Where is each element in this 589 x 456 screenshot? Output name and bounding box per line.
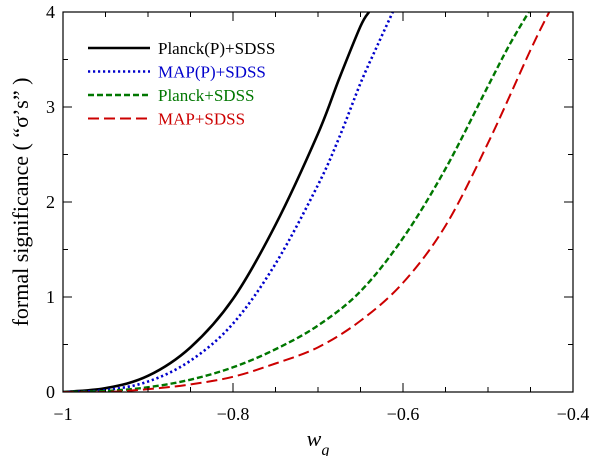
y-tick-label: 0 [46,382,55,402]
plot-frame [62,11,574,393]
y-tick-label: 1 [46,287,55,307]
x-axis-title-subscript: g [321,442,329,456]
series-layer [63,12,551,392]
x-axis-title: wg [307,426,330,456]
y-tick-label: 4 [46,2,55,22]
ticks-layer: −1 −0.8 −0.6 −0.4 0 1 2 3 4 [46,2,589,424]
x-axis-title-main: w [307,426,322,451]
legend: Planck(P)+SDSS MAP(P)+SDSS Planck+SDSS MAP+… [88,39,275,129]
y-axis-title: formal significance ( “σ’s” ) [8,78,33,327]
legend-label-2: MAP(P)+SDSS [158,63,266,82]
x-tick-label: −1 [53,404,72,424]
series-line-1 [63,12,371,392]
series-line-2 [63,12,394,392]
y-tick-label: 2 [46,192,55,212]
x-tick-label: −0.4 [557,404,589,424]
legend-label-4: MAP+SDSS [158,110,245,129]
x-tick-label: −0.6 [387,404,420,424]
series-line-4 [63,12,551,392]
legend-label-1: Planck(P)+SDSS [158,39,275,58]
y-tick-label: 3 [46,97,55,117]
legend-label-3: Planck+SDSS [158,86,255,105]
x-tick-label: −0.8 [217,404,250,424]
